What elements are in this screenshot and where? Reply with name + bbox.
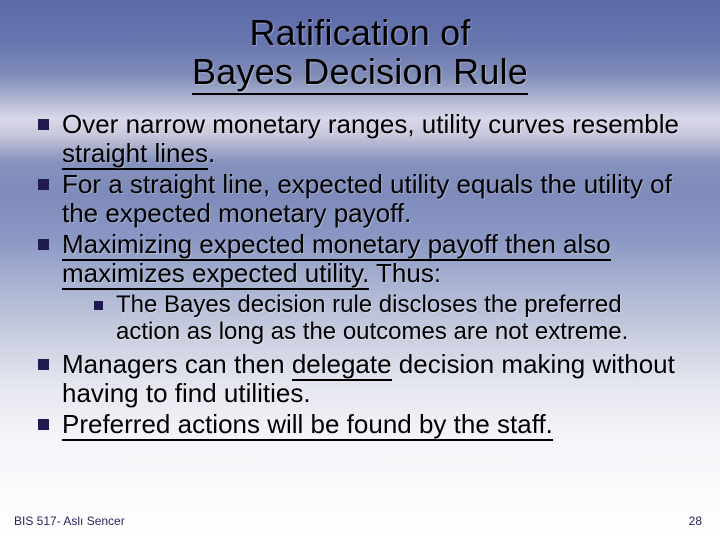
- bullet-1: Over narrow monetary ranges, utility cur…: [34, 110, 686, 168]
- footer-page-number: 28: [689, 514, 702, 528]
- title-line-2: Bayes Decision Rule: [192, 51, 528, 95]
- bullet-3-underline: Maximizing expected monetary payoff then…: [62, 229, 611, 290]
- bullet-4-underline: delegate: [292, 349, 392, 381]
- bullet-1-underline: straight lines: [62, 138, 208, 170]
- bullet-3: Maximizing expected monetary payoff then…: [34, 230, 686, 346]
- bullet-2-text: For a straight line, expected utility eq…: [62, 169, 672, 228]
- bullet-1-text-post: .: [208, 138, 215, 168]
- bullet-3-text-post: Thus:: [369, 258, 441, 288]
- bullet-4-text-pre: Managers can then: [62, 349, 292, 379]
- slide-title: Ratification of Bayes Decision Rule: [34, 14, 686, 92]
- footer-course: BIS 517- Aslı Sencer: [14, 514, 125, 528]
- bullet-list: Over narrow monetary ranges, utility cur…: [34, 110, 686, 440]
- bullet-5-underline: Preferred actions will be found by the s…: [62, 409, 553, 441]
- bullet-4: Managers can then delegate decision maki…: [34, 350, 686, 408]
- sub-bullet-1-text: The Bayes decision rule discloses the pr…: [116, 291, 628, 345]
- sub-bullet-1: The Bayes decision rule discloses the pr…: [92, 292, 686, 346]
- bullet-2: For a straight line, expected utility eq…: [34, 170, 686, 228]
- sub-bullet-list: The Bayes decision rule discloses the pr…: [62, 292, 686, 346]
- bullet-5: Preferred actions will be found by the s…: [34, 410, 686, 439]
- bullet-1-text-pre: Over narrow monetary ranges, utility cur…: [62, 109, 679, 139]
- slide-container: Ratification of Bayes Decision Rule Over…: [0, 0, 720, 540]
- title-line-1: Ratification of: [249, 12, 470, 53]
